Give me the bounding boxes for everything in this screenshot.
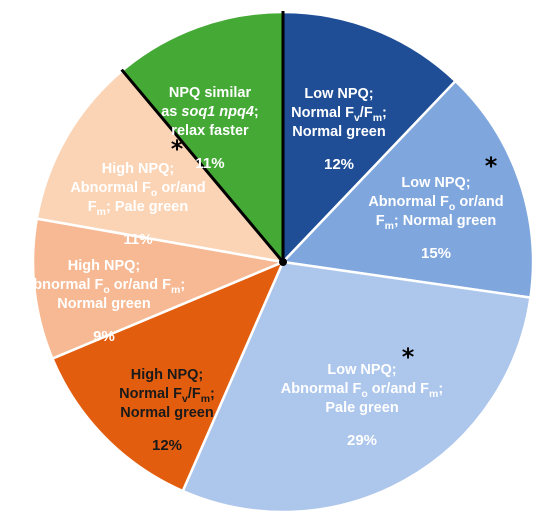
slice-label-line: Low NPQ; [327,362,396,378]
slice-label-line: High NPQ; [131,367,204,383]
slice-label-line: Low NPQ; [304,86,373,102]
slice-label-line: Normal green [120,405,213,421]
slice-label-line: Fm; Normal green [376,213,497,232]
asterisk-marker: * [402,343,415,371]
slice-label-line: Pale green [325,400,398,416]
slice-value-label: 15% [421,245,451,262]
slice-label-line: relax faster [171,123,249,139]
slice-label-line: Fm; Pale green [88,199,188,218]
pie-slice-4 [50,259,286,493]
slice-label-7: NPQ similar as soq1 npq4; relax faster 11% [161,85,259,172]
slice-label-line: Normal green [57,296,150,312]
slice-value-label: 29% [347,432,377,449]
slice-value-label: 11% [123,231,152,248]
slice-label-line: as soq1 npq4; [161,104,259,120]
asterisk-marker: * [485,152,498,180]
slice-label-3: Low NPQ; Abnormal Fo or/and Fm;Pale green… [281,362,443,449]
slice-label-line: Normal Fv/Fm; [119,386,215,405]
pie-slice-3 [181,260,532,514]
slice-label-4: High NPQ; Normal Fv/Fm;Normal green 12% [119,367,215,454]
asterisk-marker: * [171,135,184,163]
slice-value-label: 12% [152,437,182,454]
slice-label-line: Abnormal Fo or/and Fm; [281,381,443,400]
slice-label-line: High NPQ; [68,258,141,274]
slice-label-line: Low NPQ; [401,175,470,191]
slice-label-line: Abnormal Fo or/and Fm; [23,277,185,296]
pie-slice-7 [120,10,285,266]
pie-slice-2 [280,79,535,299]
center-dot [279,258,287,266]
slice-value-label: 11% [195,155,224,172]
slice-label-line: High NPQ; [102,161,175,177]
slice-label-line: Normal green [292,124,385,140]
slice-label-line: NPQ similar [169,85,252,101]
slice-value-label: 12% [324,156,354,173]
slice-label-line: Abnormal Fo or/and [70,180,205,199]
pie-slice-5 [31,217,288,361]
slice-label-5: High NPQ; Abnormal Fo or/and Fm;Normal gr… [23,258,185,345]
pie-slice-1 [281,10,458,266]
slice-label-line: Normal Fv/Fm; [291,105,387,124]
slice-label-1: Low NPQ; Normal Fv/Fm;Normal green 12% [291,86,387,173]
pie-slice-6 [35,68,287,264]
slice-label-line: Abnormal Fo or/and [368,194,503,213]
separator-line-2 [120,68,285,263]
slice-value-label: 9% [93,328,115,345]
